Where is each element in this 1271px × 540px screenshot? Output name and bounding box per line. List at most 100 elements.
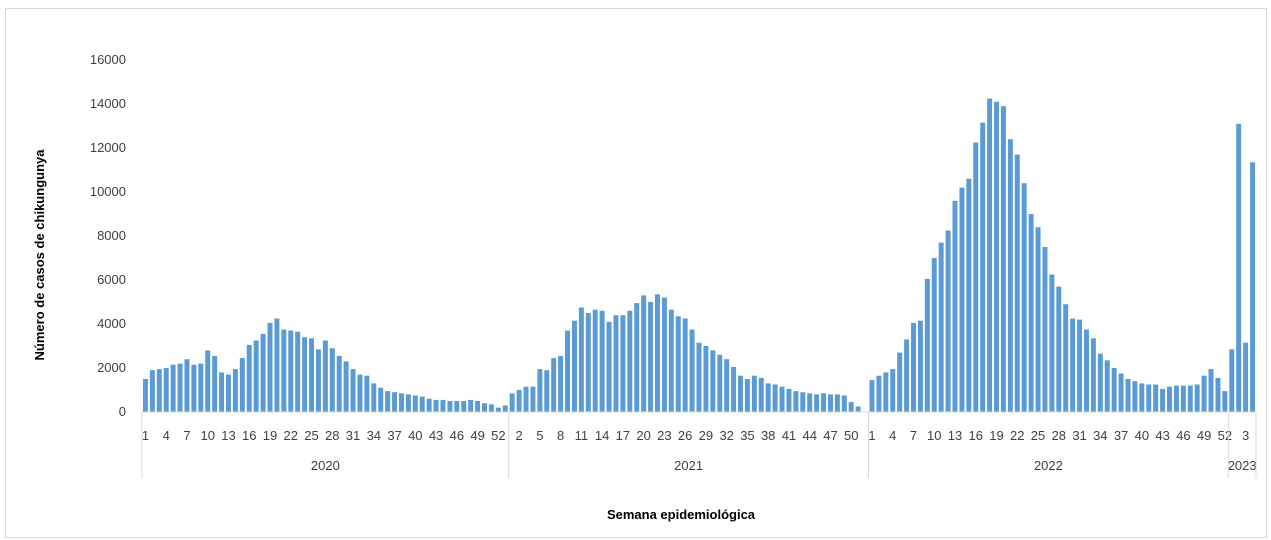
bar <box>516 390 522 412</box>
x-tick-label: 10 <box>927 428 941 443</box>
bar <box>1139 383 1145 412</box>
bar <box>309 338 315 412</box>
bar <box>876 375 882 412</box>
x-tick-label: 28 <box>325 428 339 443</box>
bar <box>537 369 543 412</box>
bar <box>1208 369 1214 412</box>
bar <box>371 383 377 412</box>
bar <box>1173 385 1179 412</box>
bar <box>627 310 633 412</box>
bar <box>475 401 481 412</box>
bar <box>599 310 605 412</box>
x-tick-label: 17 <box>616 428 630 443</box>
bar <box>1236 123 1242 413</box>
bar <box>239 358 245 412</box>
x-tick-label: 8 <box>557 428 564 443</box>
bar <box>336 355 342 412</box>
bar <box>1090 338 1096 412</box>
x-tick-label: 11 <box>575 428 589 443</box>
bar <box>904 339 910 412</box>
bar <box>654 294 660 412</box>
bar <box>551 358 557 412</box>
bar <box>807 393 813 412</box>
bar <box>1049 274 1055 412</box>
bar <box>495 407 501 412</box>
x-tick-label: 31 <box>1072 428 1086 443</box>
bar <box>931 258 937 412</box>
bar <box>890 369 896 412</box>
bar <box>571 320 577 412</box>
bar <box>523 386 529 412</box>
bar <box>454 401 460 412</box>
x-tick-label: 10 <box>200 428 214 443</box>
x-tick-label: 25 <box>304 428 318 443</box>
bar <box>177 363 183 412</box>
bar <box>578 307 584 412</box>
bar <box>205 350 211 412</box>
bar <box>226 374 231 412</box>
bar <box>945 230 951 412</box>
bar <box>1035 227 1041 412</box>
bar <box>1007 139 1013 412</box>
bar <box>641 295 647 412</box>
x-tick-label: 34 <box>367 428 381 443</box>
x-tick-label: 19 <box>263 428 277 443</box>
x-tick-label: 46 <box>1176 428 1190 443</box>
bar <box>1083 329 1089 412</box>
bar <box>661 297 667 412</box>
x-tick-label: 3 <box>1242 428 1249 443</box>
x-tick-label: 50 <box>844 428 858 443</box>
bar <box>1215 377 1221 412</box>
bar <box>814 394 820 412</box>
bar <box>731 366 737 412</box>
bar <box>170 364 176 412</box>
bar <box>869 380 875 412</box>
y-tick-label: 10000 <box>90 184 126 199</box>
bar <box>392 392 398 412</box>
x-tick-label: 28 <box>1052 428 1066 443</box>
x-tick-label: 14 <box>595 428 609 443</box>
bar <box>1194 384 1200 412</box>
y-tick-label: 16000 <box>90 52 126 67</box>
bar <box>883 372 889 412</box>
bar <box>447 401 453 412</box>
x-tick-label: 22 <box>1010 428 1024 443</box>
bar <box>973 142 979 412</box>
bar <box>509 393 515 412</box>
bar <box>482 403 487 412</box>
y-axis: 0 2000 4000 6000 8000 10000 12000 14000 16000 <box>90 52 126 419</box>
bar <box>343 361 349 412</box>
bar <box>468 399 474 412</box>
bar <box>440 399 446 412</box>
x-tick-label: 7 <box>910 428 917 443</box>
bar <box>668 309 674 412</box>
bar <box>620 315 626 412</box>
bar <box>682 318 688 412</box>
x-tick-label: 40 <box>1135 428 1149 443</box>
x-tick-label: 46 <box>450 428 464 443</box>
bar <box>1153 384 1159 412</box>
bar <box>232 369 238 412</box>
bar <box>1077 319 1083 412</box>
x-tick-label: 4 <box>163 428 170 443</box>
bar <box>585 313 591 412</box>
y-tick-label: 12000 <box>90 140 126 155</box>
x-tick-label: 29 <box>699 428 713 443</box>
bar <box>980 122 986 412</box>
bar <box>149 370 155 412</box>
year-label: 2023 <box>1228 458 1257 473</box>
bar <box>613 315 619 412</box>
bar <box>260 333 266 412</box>
bar <box>911 322 916 412</box>
x-tick-label: 1 <box>868 428 875 443</box>
x-tick-label: 16 <box>969 428 983 443</box>
bar <box>765 383 771 412</box>
bar <box>1243 342 1249 412</box>
bars <box>142 98 1256 413</box>
bar <box>1222 391 1228 412</box>
bar <box>1070 318 1076 412</box>
bar <box>1042 247 1048 412</box>
bar <box>357 374 363 412</box>
bar <box>350 369 356 412</box>
